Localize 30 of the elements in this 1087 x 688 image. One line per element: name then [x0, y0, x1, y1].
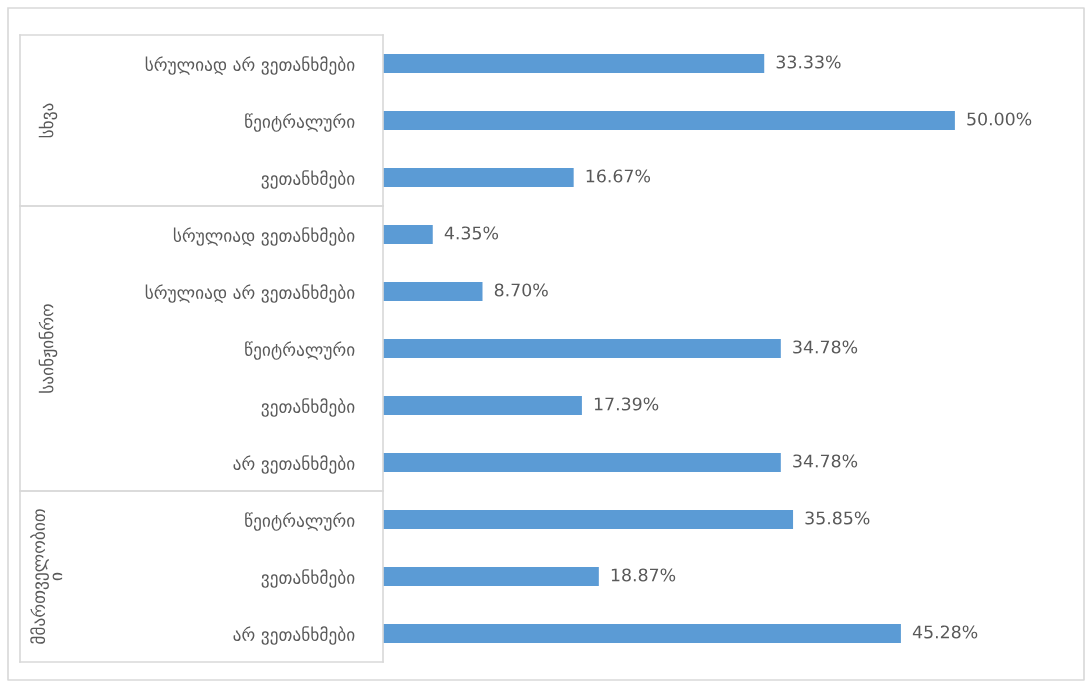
- data-label: 35.85%: [805, 511, 870, 525]
- y-tick-label: არ ვეთანხმები: [233, 455, 355, 474]
- data-label: 34.78%: [793, 454, 858, 468]
- data-label: 8.70%: [494, 283, 548, 297]
- data-label: 4.35%: [444, 226, 499, 240]
- data-label: 50.00%: [967, 112, 1032, 126]
- y-tick-label: ვეთანხმები: [261, 170, 355, 189]
- data-label: 34.78%: [793, 340, 858, 354]
- y-tick-label: ვეთანხმები: [261, 398, 355, 417]
- y-tick-label: არ ვეთანხმები: [233, 626, 355, 645]
- y-axis-title: მმართველობით ი: [30, 509, 63, 644]
- bar: [383, 453, 781, 472]
- y-tick-label: წეიტრალური: [245, 113, 355, 132]
- bar: [383, 282, 483, 301]
- data-label: 33.33%: [776, 55, 841, 69]
- y-axis-title: საინჟინრო: [38, 304, 58, 393]
- y-tick-label: წეიტრალური: [245, 512, 355, 531]
- y-tick-label: სრულიად არ ვეთანხმები: [145, 56, 355, 75]
- bar: [383, 225, 433, 244]
- data-label: 17.39%: [594, 397, 659, 411]
- y-tick-label: სრულიად არ ვეთანხმები: [145, 284, 355, 303]
- y-tick-label: სრულიად ვეთანხმები: [173, 227, 355, 246]
- y-axis-title: სხვა: [38, 103, 58, 138]
- y-tick-label: წეიტრალური: [245, 341, 355, 360]
- data-label: 18.87%: [611, 568, 676, 582]
- data-label: 16.67%: [586, 169, 651, 183]
- y-tick-label: ვეთანხმები: [261, 569, 355, 588]
- bar: [383, 396, 582, 415]
- bar: [383, 339, 781, 358]
- data-label: 45.28%: [912, 625, 978, 639]
